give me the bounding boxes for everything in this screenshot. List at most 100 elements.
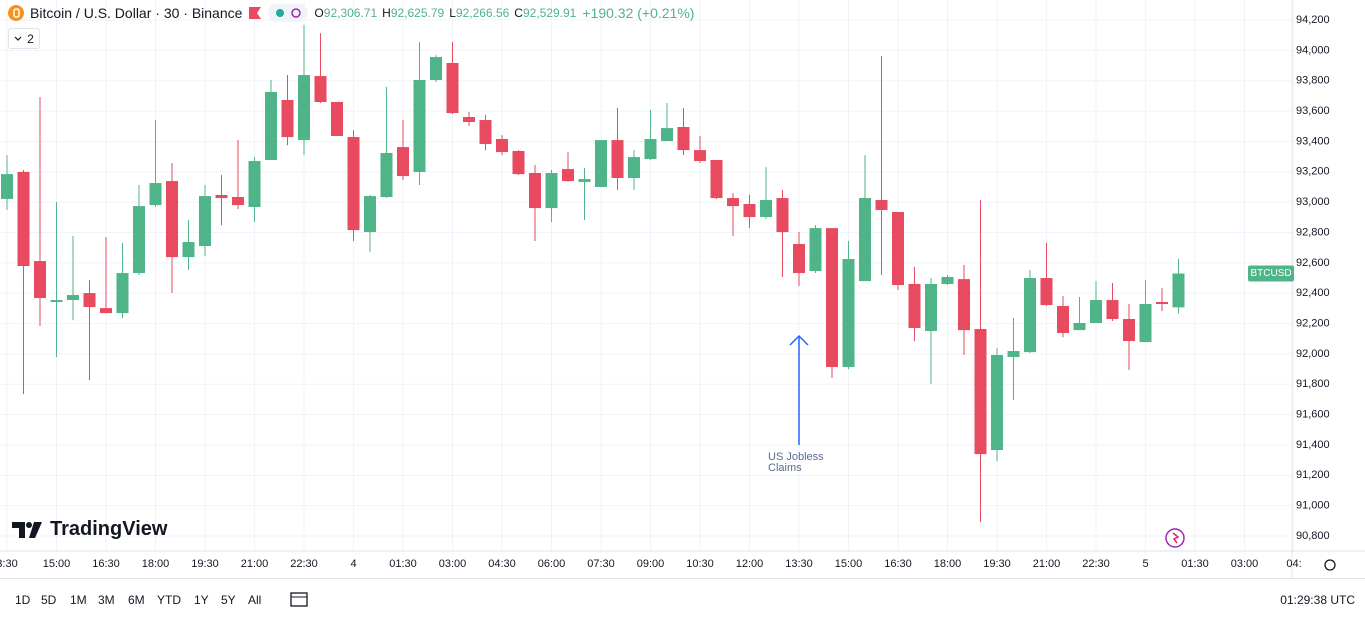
candle-body: [50, 300, 63, 303]
candle-body: [133, 206, 145, 274]
candle-body: [413, 79, 426, 172]
range-button[interactable]: 1Y: [194, 593, 209, 607]
candle-body: [34, 261, 46, 299]
candle-body: [991, 354, 1003, 450]
ohlc-label: C: [514, 6, 523, 20]
candle-body: [677, 127, 690, 151]
settings-icon[interactable]: [1324, 559, 1336, 571]
range-button[interactable]: 1M: [70, 593, 87, 607]
candle-body: [67, 295, 79, 301]
candle-body: [793, 244, 805, 274]
x-tick-label: 15:00: [835, 558, 863, 570]
candle-body: [1172, 273, 1185, 308]
candle-body: [100, 308, 112, 314]
x-tick-label: 21:00: [1033, 558, 1061, 570]
range-button[interactable]: All: [248, 593, 262, 607]
candle-body: [1057, 305, 1069, 333]
candle-body: [974, 329, 987, 455]
y-tick-label: 90,800: [1296, 530, 1330, 542]
chevron: [14, 36, 22, 41]
date-range-icon[interactable]: [290, 590, 310, 608]
flag-icon[interactable]: [248, 6, 262, 20]
y-tick-label: 93,400: [1296, 135, 1330, 147]
candle-body: [694, 150, 706, 162]
arrow: [789, 334, 809, 445]
indicators-toggle[interactable]: 2: [8, 28, 40, 49]
candle-body: [331, 101, 343, 136]
price-label-text: BTCUSD: [1250, 268, 1291, 279]
candle-body: [875, 200, 888, 211]
axis-labels: 94,200 94,000 93,800 93,600 93,400 93,200 93,0…: [0, 14, 1330, 570]
x-tick-label: 16:30: [884, 558, 912, 570]
symbol[interactable]: Bitcoin / U.S. Dollar · 30 · Binance: [30, 5, 243, 21]
x-tick-label: 5: [1142, 558, 1148, 570]
candle-body: [1040, 278, 1053, 306]
tv-icon: [1165, 528, 1185, 548]
y-tick-label: 93,600: [1296, 105, 1330, 117]
y-tick-label: 92,200: [1296, 317, 1330, 329]
y-tick-label: 91,800: [1296, 378, 1330, 390]
candle-body: [364, 196, 376, 233]
ohlc-item: H92,625.79: [382, 6, 444, 20]
range-button[interactable]: 6M: [128, 593, 145, 607]
x-tick-label: 18:00: [142, 558, 170, 570]
candle-body: [430, 57, 442, 80]
range-button[interactable]: 1D: [15, 593, 31, 607]
annotation: US Jobless Claims: [768, 451, 824, 474]
candle-body: [1123, 319, 1135, 342]
x-tick-label: 21:00: [241, 558, 269, 570]
ohlc-label: O: [314, 6, 324, 20]
candle-body: [595, 140, 607, 187]
candle-body: [380, 152, 393, 197]
y-tick-label: 94,000: [1296, 44, 1330, 56]
price-label-bg: [1248, 265, 1294, 282]
ohlc-item: L92,266.56: [449, 6, 509, 20]
candle-body: [958, 279, 970, 331]
x-tick-label: 03:00: [1231, 558, 1259, 570]
candle-body: [166, 181, 178, 258]
x-tick-label: 16:30: [92, 558, 120, 570]
candle-body: [1073, 322, 1086, 331]
ohlc-value: 92,306.71: [323, 6, 378, 20]
x-tick-label: 10:30: [686, 558, 714, 570]
candle-body: [1106, 300, 1119, 320]
range-button[interactable]: 5Y: [221, 593, 236, 607]
candle-body: [1024, 278, 1036, 353]
x-tick-label: 06:00: [538, 558, 566, 570]
candles: [1, 25, 1185, 523]
logo-icon: [12, 521, 42, 538]
ohlc-item: O92,306.71: [314, 6, 377, 20]
range-button[interactable]: YTD: [157, 593, 181, 607]
x-tick-label: 19:30: [191, 558, 219, 570]
candle-body: [545, 173, 558, 209]
candle-body: [479, 120, 492, 145]
candle-body: [248, 161, 261, 208]
ohlc-value: 92,625.79: [390, 6, 445, 20]
range-button[interactable]: 3M: [98, 593, 115, 607]
candle-body: [298, 74, 310, 141]
y-tick-label: 93,000: [1296, 196, 1330, 208]
ohlc-value: 92,529.91: [522, 6, 577, 20]
candle-body: [727, 198, 739, 207]
candle-body: [199, 196, 211, 247]
candle-body: [1, 174, 13, 199]
candle-body: [512, 151, 525, 175]
candle-body: [232, 196, 244, 206]
candle-body: [776, 198, 789, 233]
candle-body: [760, 200, 772, 218]
y-tick-label: 91,600: [1296, 409, 1330, 421]
x-tick-label: 15:00: [43, 558, 71, 570]
watermark: TradingView: [12, 518, 167, 541]
x-tick-label: 07:30: [587, 558, 615, 570]
candle-body: [1090, 300, 1102, 323]
x-tick-label: 22:30: [1082, 558, 1110, 570]
range-button[interactable]: 5D: [41, 593, 57, 607]
candle-body: [661, 128, 673, 141]
x-tick-label: 13:30: [785, 558, 813, 570]
x-tick-label: 19:30: [983, 558, 1011, 570]
price-label: BTCUSD: [1248, 265, 1294, 282]
x-tick-label: 18:00: [934, 558, 962, 570]
candle-body: [628, 157, 640, 179]
y-tick-label: 91,400: [1296, 439, 1330, 451]
